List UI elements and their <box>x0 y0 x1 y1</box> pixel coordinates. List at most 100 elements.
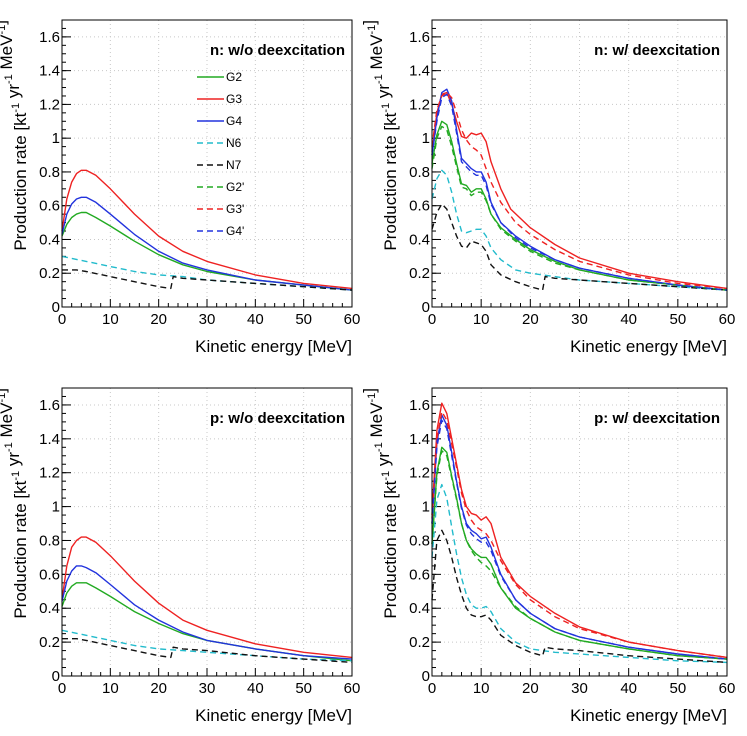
y-tick-label: 0 <box>422 299 430 316</box>
y-axis-label-exponent: -1 <box>0 393 8 403</box>
y-tick-label: 0.6 <box>409 566 430 583</box>
series-line-g3 <box>61 536 353 659</box>
series-line-g2 <box>61 582 353 662</box>
y-axis-label-exponent: -1 <box>366 393 378 403</box>
panel-n-without-deexcitation: 0 10 20 30 40 50 60 0 0.2 0.4 0.6 0.8 1 1.2 1.4 1.6 n: w… <box>0 19 361 356</box>
y-axis-label-text: ] <box>360 20 379 25</box>
y-tick-label: 0 <box>52 668 60 685</box>
series-line-n7 <box>431 203 728 291</box>
series-line-g3 <box>431 91 728 290</box>
y-axis-label-text: yr <box>374 84 393 103</box>
y-tick-label: 0.2 <box>409 265 430 282</box>
series-line-g4-prime <box>431 93 728 291</box>
y-axis-label: Production rate [kt-1 yr-1 MeV-1] <box>360 388 400 619</box>
panel-title: p: w/o deexcitation <box>210 410 345 427</box>
series-line-n6 <box>61 629 353 662</box>
y-axis-label-text: yr <box>374 452 393 471</box>
legend-label: G3' <box>226 202 244 216</box>
legend: G2 G3 G4 N6 N7 G2' G3' G4' <box>197 70 244 238</box>
y-tick-label: 0.4 <box>39 600 60 617</box>
series-line-n7 <box>431 529 728 664</box>
y-axis-label-exponent: -1 <box>366 25 378 35</box>
panel-p-without-deexcitation: 0 10 20 30 40 50 60 0 0.2 0.4 0.6 0.8 1 1.2 1.4 1.6 p: w… <box>0 387 360 725</box>
y-axis-label-text: Production rate [kt <box>11 480 30 618</box>
y-tick-label: 1.2 <box>409 465 430 482</box>
x-tick-label: 10 <box>102 311 119 328</box>
series-line-g3-prime <box>431 411 728 659</box>
y-tick-label: 1.6 <box>39 29 60 46</box>
legend-label: G2 <box>226 70 242 84</box>
x-tick-label: 20 <box>522 680 539 697</box>
y-axis-label-text: yr <box>4 84 23 103</box>
x-axis-label: Kinetic energy [MeV] <box>195 706 352 725</box>
panel-title: n: w/ deexcitation <box>594 42 720 59</box>
y-tick-label: 0.4 <box>409 231 430 248</box>
y-axis-label-text: ] <box>360 388 379 393</box>
y-axis-label-text: Production rate [kt <box>11 112 30 250</box>
y-tick-label: 0 <box>422 668 430 685</box>
plot-frame <box>61 387 353 677</box>
y-tick-label: 0 <box>52 299 60 316</box>
y-tick-label: 1.6 <box>409 397 430 414</box>
y-tick-label: 0.8 <box>39 532 60 549</box>
y-axis-label-text: MeV <box>0 402 16 442</box>
x-tick-label: 10 <box>102 680 119 697</box>
series-line-g4-prime <box>431 419 728 660</box>
y-tick-label: 1.2 <box>409 96 430 113</box>
y-tick-label: 0.6 <box>409 198 430 215</box>
x-tick-label: 30 <box>199 680 216 697</box>
x-tick-label: 50 <box>295 311 312 328</box>
series-line-g4 <box>431 414 728 660</box>
y-tick-label: 1.2 <box>39 96 60 113</box>
y-tick-label: 0.2 <box>39 634 60 651</box>
x-tick-label: 60 <box>344 311 361 328</box>
series-line-n6 <box>431 483 728 664</box>
series-line-n6 <box>61 255 353 291</box>
y-tick-label: 1.4 <box>39 63 60 80</box>
x-tick-label: 0 <box>428 311 436 328</box>
y-tick-label: 1.6 <box>409 29 430 46</box>
x-axis-label: Kinetic energy [MeV] <box>570 337 727 356</box>
series-line-n7 <box>62 269 353 291</box>
y-tick-label: 0.8 <box>39 164 60 181</box>
y-axis-label-exponent: -1 <box>10 103 22 113</box>
plot-frame <box>431 387 728 677</box>
y-axis-label-text: MeV <box>0 34 16 74</box>
y-tick-label: 1.4 <box>409 63 430 80</box>
y-tick-label: 1.2 <box>39 465 60 482</box>
x-tick-label: 40 <box>247 680 264 697</box>
x-axis-label: Kinetic energy [MeV] <box>195 337 352 356</box>
x-tick-label: 0 <box>58 680 66 697</box>
panel-title: n: w/o deexcitation <box>210 42 345 59</box>
x-tick-label: 0 <box>58 311 66 328</box>
x-tick-label: 40 <box>620 680 637 697</box>
y-axis-label-exponent: -1 <box>0 25 8 35</box>
y-axis-label-exponent: -1 <box>10 471 22 481</box>
legend-label: G3 <box>226 92 242 106</box>
series-line-g3 <box>431 402 728 659</box>
legend-label: G2' <box>226 180 244 194</box>
y-tick-label: 0.4 <box>39 231 60 248</box>
y-tick-label: 0.2 <box>409 634 430 651</box>
x-tick-label: 50 <box>295 680 312 697</box>
y-tick-label: 1 <box>52 130 60 147</box>
plot-frame <box>61 19 353 308</box>
y-axis-label-text: Production rate [kt <box>381 480 400 618</box>
y-tick-label: 1 <box>52 499 60 516</box>
legend-label: N6 <box>226 136 242 150</box>
y-tick-label: 0.2 <box>39 265 60 282</box>
x-tick-label: 50 <box>669 680 686 697</box>
series-line-g2-prime <box>431 125 728 291</box>
y-axis-label-exponent: -1 <box>3 74 15 84</box>
x-tick-label: 10 <box>473 680 490 697</box>
y-axis-label-text: ] <box>0 388 9 393</box>
y-tick-label: 0.8 <box>409 532 430 549</box>
y-axis-label-exponent: -1 <box>373 74 385 84</box>
series-line-g4 <box>61 565 353 660</box>
y-tick-label: 1.4 <box>409 431 430 448</box>
panel-n-with-deexcitation: 0 10 20 30 40 50 60 0 0.2 0.4 0.6 0.8 1 1.2 1.4 1.6 n: w… <box>360 19 736 356</box>
x-tick-label: 20 <box>150 680 167 697</box>
x-tick-label: 60 <box>719 311 736 328</box>
series-line-g2-prime <box>431 450 728 660</box>
